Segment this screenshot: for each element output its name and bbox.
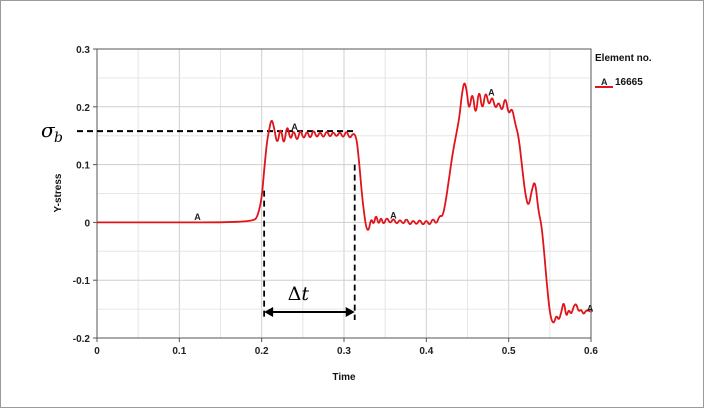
sigma-b-label: σ	[41, 118, 56, 142]
y-axis-label: Y-stress	[53, 173, 64, 212]
y-tick-label: 0	[84, 218, 90, 229]
x-tick-label: 0.3	[337, 346, 351, 357]
y-tick-label: 0.3	[76, 45, 90, 56]
sigma-b-subscript: b	[54, 130, 63, 146]
point-marker-label: A	[390, 211, 397, 221]
point-marker-label: A	[488, 87, 495, 97]
x-tick-label: 0.1	[172, 346, 186, 357]
legend-marker-label: A	[601, 77, 608, 87]
legend-entry-label: 16665	[615, 77, 643, 88]
series-line-16665	[96, 82, 592, 324]
point-marker-label: A	[587, 304, 594, 314]
point-marker-label: A	[194, 212, 201, 222]
point-marker-label: A	[291, 122, 298, 132]
x-tick-label: 0.2	[255, 346, 269, 357]
annotations: σ b Δ t	[41, 118, 356, 320]
grid	[96, 48, 592, 339]
x-tick-label: 0.5	[502, 346, 516, 357]
delta-t-arrowhead-left	[264, 306, 274, 317]
legend: Element no. A 16665	[595, 53, 652, 88]
y-tick-label: -0.1	[73, 276, 91, 287]
x-tick-label: 0.4	[419, 346, 433, 357]
y-tick-labels: -0.2 -0.1 0 0.1 0.2 0.3	[73, 45, 97, 345]
point-marker-layer: A A A A A	[194, 87, 594, 313]
legend-title: Element no.	[595, 53, 652, 64]
delta-t-label-t: t	[301, 283, 309, 305]
y-tick-label: 0.2	[76, 103, 90, 114]
delta-t-arrowhead-right	[345, 306, 355, 317]
y-tick-label: 0.1	[76, 161, 90, 172]
delta-t-label-delta: Δ	[288, 283, 302, 305]
y-tick-label: -0.2	[73, 334, 91, 345]
series-layer	[96, 82, 592, 324]
x-tick-labels: 0 0.1 0.2 0.3 0.4 0.5 0.6	[94, 338, 598, 357]
x-tick-label: 0	[94, 346, 100, 357]
x-axis-label: Time	[332, 372, 356, 383]
x-tick-label: 0.6	[584, 346, 598, 357]
